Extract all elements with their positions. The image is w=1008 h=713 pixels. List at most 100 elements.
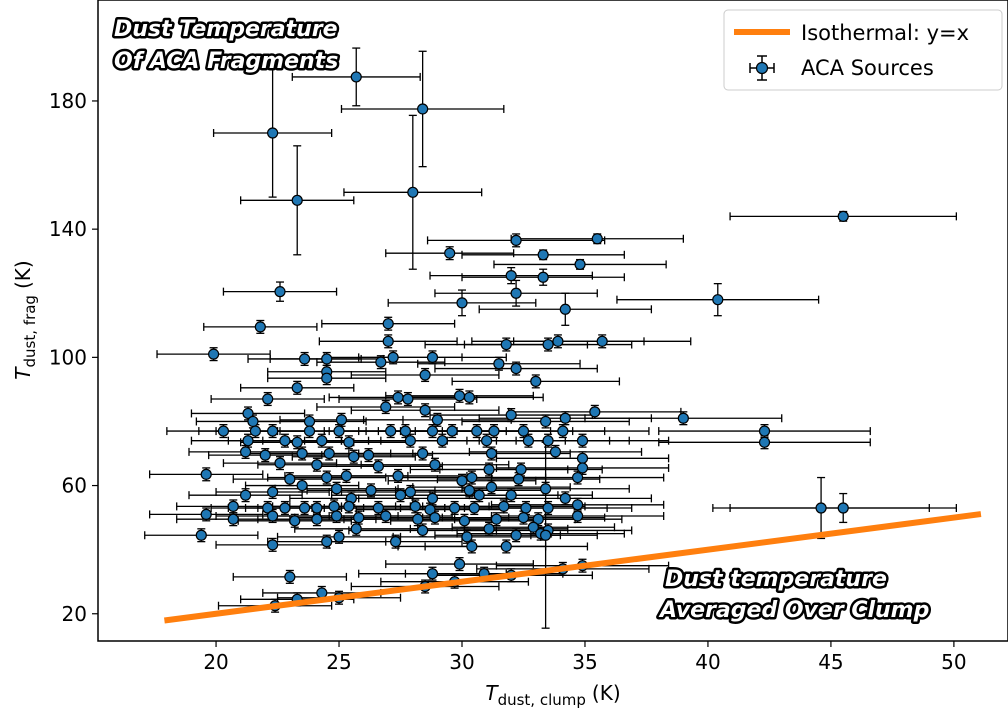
data-point [385, 425, 397, 437]
data-point [466, 540, 478, 553]
x-tick-label: 45 [818, 650, 843, 674]
data-point [247, 415, 259, 428]
data-point [758, 436, 771, 448]
data-point [458, 515, 471, 527]
data-point [249, 425, 262, 437]
data-point [468, 502, 480, 514]
data-point [540, 529, 552, 541]
plot-frame [97, 0, 1008, 642]
data-point [333, 531, 345, 543]
data-point [444, 247, 456, 259]
data-point [815, 502, 827, 514]
data-point [303, 425, 316, 437]
data-point [542, 502, 554, 514]
data-point [227, 500, 239, 512]
data-points-layer [195, 71, 849, 612]
data-point [262, 502, 274, 514]
data-point [328, 500, 340, 512]
data-point [532, 513, 544, 525]
data-point [485, 447, 498, 460]
data-point [298, 502, 311, 514]
data-point [552, 335, 564, 347]
data-point [540, 483, 552, 495]
error-bars-layer [144, 47, 958, 629]
x-tick-label: 25 [326, 650, 351, 674]
legend: Isothermal: y=x ACA Sources [723, 9, 1003, 91]
legend-line-label: Isothermal: y=x [801, 21, 969, 45]
data-point [426, 568, 439, 580]
data-point [365, 484, 377, 496]
data-point [571, 471, 584, 484]
data-point [267, 539, 279, 551]
data-point [498, 500, 510, 512]
data-point [267, 127, 279, 139]
x-tick-label: 40 [695, 650, 720, 674]
data-point [576, 462, 589, 474]
data-point [348, 451, 360, 463]
data-point [429, 459, 441, 471]
data-point [311, 502, 323, 514]
data-point [195, 529, 207, 541]
x-axis-label: Tdust, clump (K) [485, 681, 620, 709]
data-point [392, 391, 404, 404]
data-point [350, 71, 362, 83]
data-point [262, 393, 274, 405]
data-point [436, 435, 448, 447]
data-point [267, 425, 279, 437]
data-point [417, 103, 429, 115]
data-point [520, 502, 532, 514]
y-axis-label: Tdust, frag(K) [11, 260, 39, 379]
data-point [837, 210, 849, 222]
data-point [321, 372, 333, 384]
data-point [335, 414, 348, 426]
legend-box [723, 9, 1003, 91]
data-point [316, 435, 328, 447]
data-point [537, 271, 549, 283]
isothermal-line [164, 511, 982, 624]
data-point [274, 286, 286, 298]
data-point [559, 492, 571, 504]
y-axis-ticks: 20 60 100 140 180 [49, 89, 98, 626]
data-point [426, 425, 439, 437]
data-point [259, 449, 271, 461]
data-point [473, 489, 485, 501]
data-point [488, 425, 500, 437]
data-point [461, 531, 473, 543]
data-point [424, 503, 436, 516]
data-point [311, 459, 323, 471]
data-point [480, 435, 493, 447]
data-point [274, 457, 286, 469]
annotation-bottom-right-line2: Averaged Over Clump [658, 598, 929, 623]
data-point [412, 513, 424, 525]
data-point [456, 297, 468, 309]
data-point [239, 446, 252, 458]
data-point [463, 484, 475, 496]
data-point [515, 463, 527, 476]
data-point [677, 412, 689, 424]
data-point [333, 425, 345, 437]
data-point [493, 358, 505, 370]
data-point [380, 510, 392, 522]
annotation-top-left-line1: Dust Temperature [114, 17, 338, 42]
data-point [557, 425, 569, 437]
data-point [530, 375, 542, 387]
data-point [542, 435, 554, 447]
data-point [576, 452, 589, 464]
data-point [596, 335, 608, 347]
data-point [389, 536, 402, 548]
y-tick-label: 180 [49, 89, 87, 113]
data-point [549, 446, 562, 458]
data-point [505, 270, 517, 282]
data-point [505, 409, 517, 421]
data-point [417, 524, 429, 537]
data-point [540, 415, 552, 428]
data-point [267, 486, 279, 498]
data-point [483, 463, 495, 476]
data-point [207, 348, 220, 360]
data-point [419, 369, 431, 381]
data-point [517, 425, 530, 437]
data-point [453, 390, 466, 402]
x-tick-label: 20 [203, 650, 228, 674]
data-point [500, 540, 512, 553]
